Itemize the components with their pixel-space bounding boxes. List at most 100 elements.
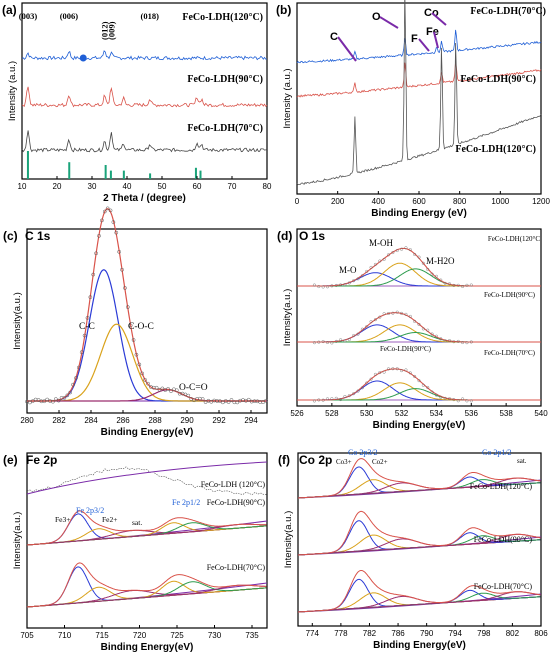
reference-bar — [194, 167, 197, 179]
x-tick-label: 806 — [534, 629, 548, 638]
panel-label: (d) — [277, 229, 292, 243]
data-point — [400, 369, 404, 373]
x-tick-label: 292 — [212, 416, 226, 425]
raw-data-curve — [26, 466, 268, 496]
data-point — [448, 282, 452, 286]
element-label: Fe — [426, 26, 439, 38]
data-point — [373, 262, 377, 266]
x-tick-label: 798 — [477, 629, 491, 638]
data-point — [321, 398, 325, 402]
data-point — [151, 385, 156, 390]
raw-data-points — [312, 246, 473, 289]
x-tick-label: 294 — [244, 416, 258, 425]
data-point — [51, 399, 55, 404]
data-point — [382, 312, 386, 316]
panel-label: (c) — [3, 229, 18, 243]
x-tick-label: 710 — [58, 631, 72, 640]
data-point — [235, 400, 240, 405]
data-point — [312, 283, 316, 287]
data-point — [317, 398, 321, 402]
component-peak — [26, 566, 267, 608]
data-point — [408, 371, 412, 375]
data-point — [30, 399, 35, 403]
data-point — [140, 371, 145, 376]
data-point — [443, 339, 447, 343]
data-point — [465, 341, 469, 345]
data-point — [91, 272, 96, 277]
data-point — [378, 315, 382, 319]
data-point — [339, 398, 343, 402]
peak-label: (012) — [100, 21, 110, 40]
data-point — [312, 341, 316, 345]
data-point — [343, 394, 347, 398]
x-tick-label: 790 — [420, 629, 434, 638]
x-tick-label: 526 — [290, 409, 304, 418]
series-label: FeCo-LDH(90°C) — [187, 74, 263, 85]
data-point — [53, 397, 58, 401]
data-point — [439, 395, 443, 399]
data-point — [321, 285, 325, 289]
x-tick-label: 528 — [325, 409, 339, 418]
series-label: FeCo-LDH(70°C) — [470, 6, 546, 17]
x-tick-label: 735 — [245, 631, 259, 640]
data-point — [85, 316, 90, 320]
data-point — [174, 388, 179, 393]
data-point — [62, 396, 67, 400]
data-point — [317, 340, 321, 344]
component-label: C-C — [79, 322, 95, 332]
data-point — [391, 251, 395, 255]
data-point — [469, 340, 473, 344]
peak-label: (018) — [141, 11, 160, 21]
reference-bar — [26, 151, 29, 179]
data-point — [339, 283, 343, 287]
x-axis-label: Binding Energy(eV) — [101, 642, 194, 653]
data-point — [421, 327, 425, 331]
component-label: Fe 2p3/2 — [76, 506, 104, 515]
panel-label: (e) — [3, 453, 18, 467]
data-point — [369, 377, 373, 381]
x-tick-label: 534 — [430, 409, 444, 418]
x-tick-label: 280 — [20, 416, 34, 425]
component-peak — [298, 477, 541, 499]
component-label: M-H2O — [426, 256, 455, 266]
envelope-line — [297, 247, 541, 287]
data-point — [356, 277, 360, 281]
data-point — [421, 383, 425, 387]
x-tick-label: 290 — [180, 416, 194, 425]
x-tick-label: 288 — [148, 416, 162, 425]
data-point — [404, 246, 408, 250]
series-label: FeCo-LDH(120°C — [488, 235, 541, 243]
data-point — [330, 397, 334, 401]
x-tick-label: 286 — [116, 416, 130, 425]
series-label: FeCo-LDH(90°C) — [474, 535, 533, 544]
data-point — [334, 396, 338, 400]
data-point — [108, 208, 113, 213]
component-label: Co2+ — [372, 458, 388, 466]
x-tick-label: 705 — [20, 631, 34, 640]
data-point — [452, 340, 456, 344]
data-point — [74, 376, 78, 380]
y-axis-label: Intensity (a.u.) — [282, 68, 293, 128]
component-label: sat. — [132, 518, 142, 527]
data-point — [461, 397, 465, 401]
data-point — [154, 385, 159, 390]
series-line — [296, 29, 542, 64]
x-tick-label: 1000 — [491, 197, 509, 206]
data-point — [186, 393, 191, 398]
raw-data-points — [25, 206, 268, 405]
series-line — [296, 0, 542, 186]
data-point — [189, 396, 194, 401]
data-point — [434, 393, 438, 397]
data-point — [330, 284, 334, 288]
series-label: FeCo-LDH(70°C) — [474, 582, 533, 591]
reference-bar — [149, 173, 152, 179]
data-point — [456, 283, 460, 287]
x-axis: 526 528 530 532 534 536 538 540 Binding Energy(e… — [290, 403, 548, 431]
data-point — [88, 295, 93, 299]
data-point — [352, 279, 356, 283]
component-label: Co 2p1/2 — [482, 448, 512, 457]
y-axis-label: Intensity (a.u.) — [7, 61, 18, 121]
background-line — [26, 461, 268, 495]
peak-label: (003) — [19, 11, 38, 21]
